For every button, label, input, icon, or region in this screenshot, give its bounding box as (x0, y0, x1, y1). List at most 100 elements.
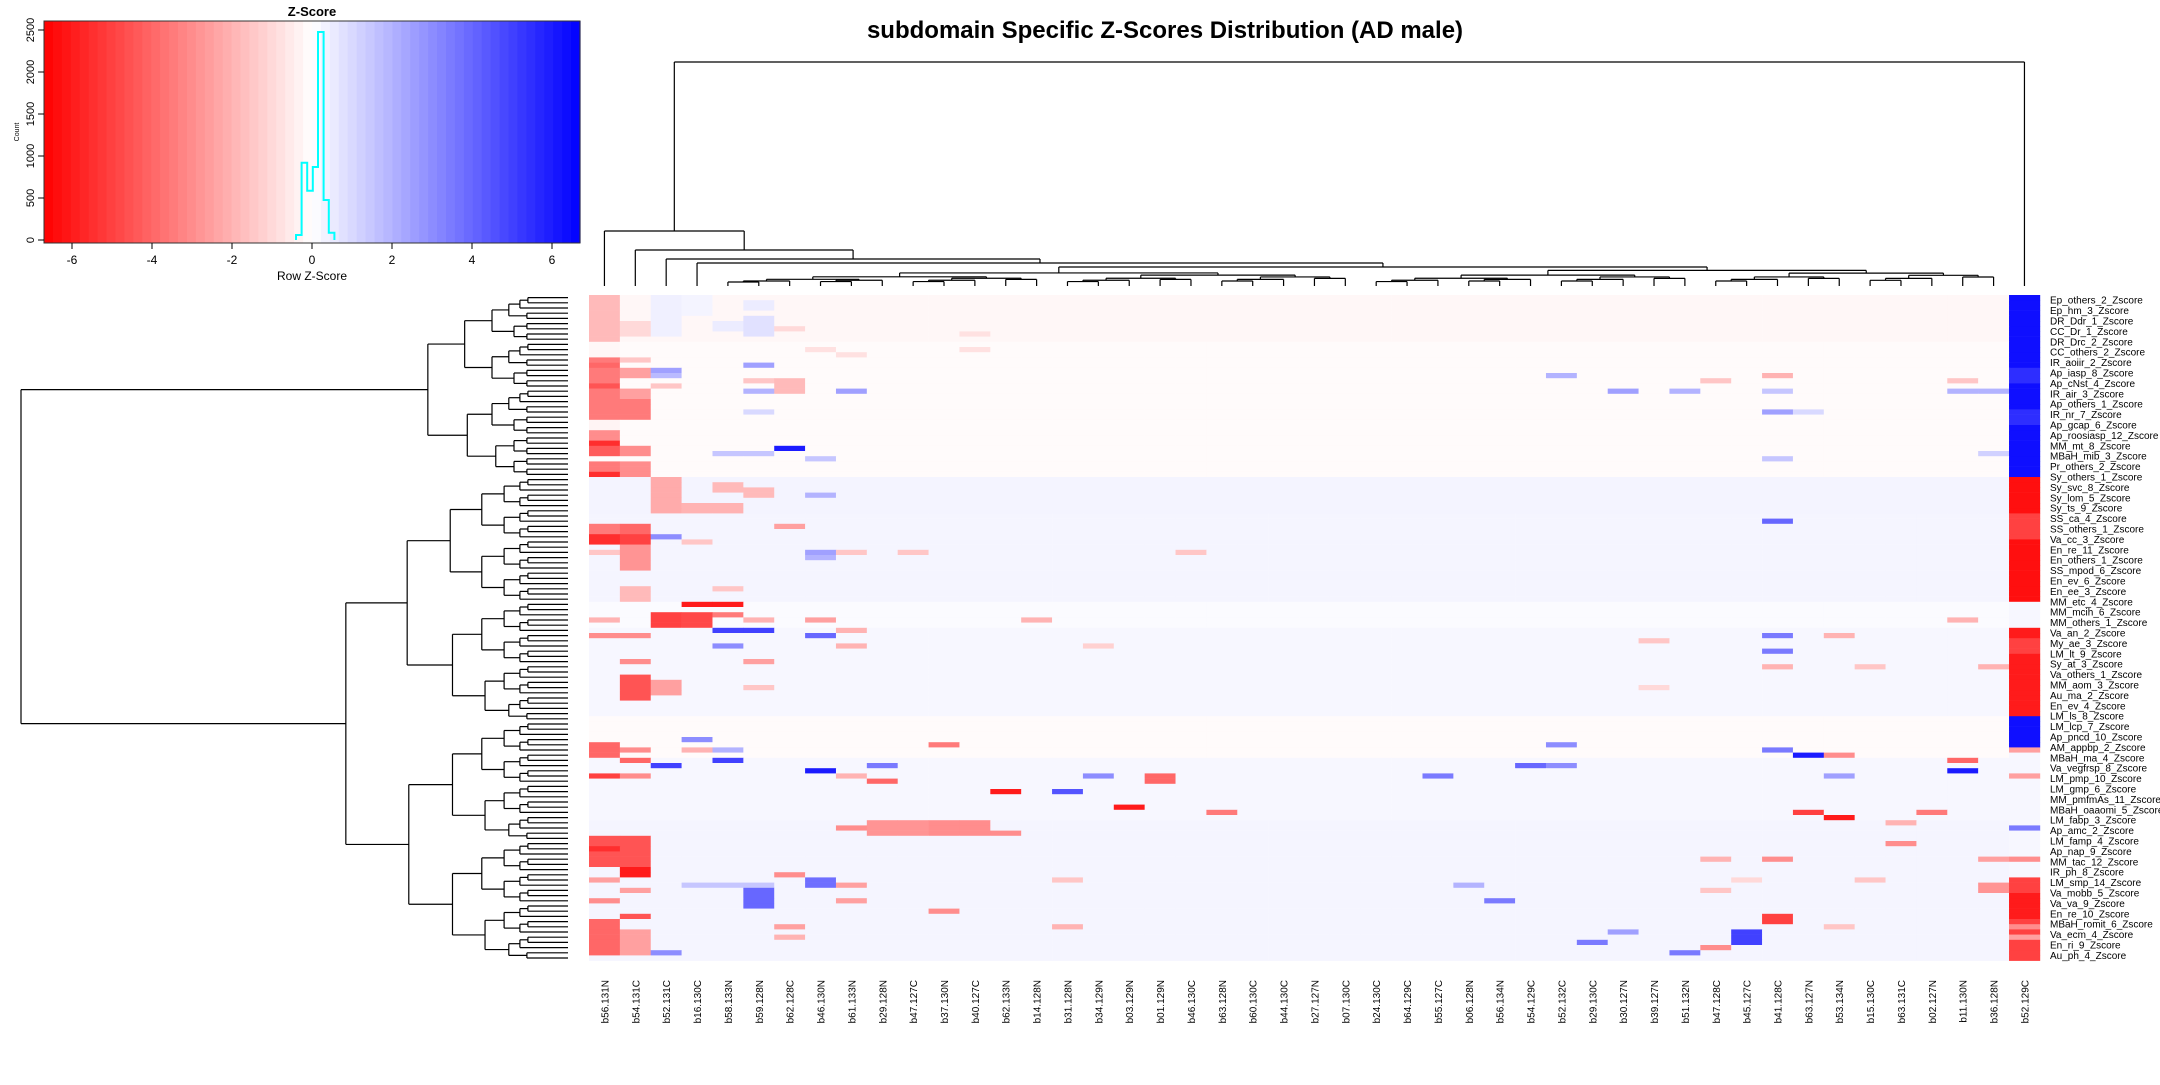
heatmap-cell (1299, 352, 1330, 358)
heatmap-cell (1515, 560, 1546, 566)
heatmap-cell (1824, 311, 1855, 317)
heatmap-cell (867, 711, 898, 717)
heatmap-cell (1577, 331, 1608, 337)
heatmap-cell (1237, 300, 1268, 306)
heatmap-cell (1762, 467, 1793, 473)
heatmap-cell (1237, 680, 1268, 686)
heatmap-cell (1361, 690, 1392, 696)
heatmap-cell (1206, 711, 1237, 717)
heatmap-cell (1947, 560, 1978, 566)
heatmap-cell (1176, 669, 1207, 675)
heatmap-cell (2009, 378, 2040, 384)
heatmap-cell (1484, 716, 1515, 722)
heatmap-cell (1608, 352, 1639, 358)
heatmap-cell (774, 753, 805, 759)
heatmap-cell (836, 363, 867, 369)
heatmap-cell (1392, 415, 1423, 421)
heatmap-cell (1824, 482, 1855, 488)
heatmap-cell (620, 300, 651, 306)
heatmap-cell (1608, 305, 1639, 311)
heatmap-cell (1484, 425, 1515, 431)
heatmap-cell (1330, 545, 1361, 551)
heatmap-cell (1114, 326, 1145, 332)
heatmap-cell (1731, 716, 1762, 722)
heatmap-cell (1021, 742, 1052, 748)
color-key-swatch (142, 21, 152, 243)
heatmap-cell (1608, 586, 1639, 592)
heatmap-cell (1422, 519, 1453, 525)
heatmap-cell (2009, 716, 2040, 722)
heatmap-cell (1916, 446, 1947, 452)
heatmap-cell (1206, 498, 1237, 504)
heatmap-cell (1206, 467, 1237, 473)
heatmap-cell (1083, 430, 1114, 436)
heatmap-cell (1392, 550, 1423, 556)
heatmap-cell (1855, 664, 1886, 670)
heatmap-cell (1268, 425, 1299, 431)
heatmap-cell (1206, 508, 1237, 514)
heatmap-cell (1361, 420, 1392, 426)
heatmap-cell (1546, 701, 1577, 707)
heatmap-cell (774, 508, 805, 514)
heatmap-cell (1392, 768, 1423, 774)
heatmap-cell (1577, 389, 1608, 395)
heatmap-cell (867, 394, 898, 400)
heatmap-cell (1515, 565, 1546, 571)
heatmap-cell (1608, 513, 1639, 519)
heatmap-cell (867, 399, 898, 405)
heatmap-cell (959, 545, 990, 551)
heatmap-cell (1886, 623, 1917, 629)
heatmap-cell (990, 571, 1021, 577)
heatmap-cell (1886, 716, 1917, 722)
heatmap-cell (1824, 664, 1855, 670)
heatmap-cell (1114, 342, 1145, 348)
heatmap-cell (589, 326, 620, 332)
heatmap-cell (1515, 612, 1546, 618)
heatmap-cell (1176, 758, 1207, 764)
heatmap-cell (1731, 685, 1762, 691)
heatmap-cell (2009, 394, 2040, 400)
heatmap-cell (1453, 326, 1484, 332)
heatmap-cell (712, 331, 743, 337)
heatmap-cell (1855, 451, 1886, 457)
heatmap-cell (1546, 706, 1577, 712)
heatmap-cell (1546, 513, 1577, 519)
heatmap-cell (1361, 732, 1392, 738)
heatmap-cell (1639, 363, 1670, 369)
heatmap-cell (1268, 753, 1299, 759)
heatmap-cell (712, 477, 743, 483)
heatmap-cell (1083, 295, 1114, 301)
heatmap-cell (1484, 669, 1515, 675)
heatmap-cell (1176, 560, 1207, 566)
heatmap-cell (1700, 435, 1731, 441)
heatmap-cell (1824, 576, 1855, 582)
heatmap-cell (1916, 602, 1947, 608)
heatmap-cell (1361, 300, 1392, 306)
heatmap-cell (1361, 768, 1392, 774)
heatmap-cell (929, 456, 960, 462)
heatmap-cell (1608, 753, 1639, 759)
heatmap-cell (1145, 493, 1176, 499)
heatmap-cell (836, 352, 867, 358)
heatmap-cell (1515, 654, 1546, 660)
heatmap-cell (743, 508, 774, 514)
heatmap-cell (1052, 701, 1083, 707)
heatmap-cell (1484, 461, 1515, 467)
heatmap-cell (651, 404, 682, 410)
heatmap-cell (1237, 586, 1268, 592)
heatmap-cell (867, 383, 898, 389)
heatmap-cell (929, 295, 960, 301)
heatmap-cell (990, 675, 1021, 681)
heatmap-cell (898, 337, 929, 343)
heatmap-cell (1886, 695, 1917, 701)
heatmap-cell (651, 420, 682, 426)
heatmap-cell (651, 633, 682, 639)
heatmap-cell (959, 701, 990, 707)
heatmap-cell (1793, 586, 1824, 592)
heatmap-cell (1361, 456, 1392, 462)
heatmap-cell (1145, 316, 1176, 322)
heatmap-cell (1608, 524, 1639, 530)
heatmap-cell (1052, 716, 1083, 722)
heatmap-cell (1145, 326, 1176, 332)
heatmap-cell (1299, 347, 1330, 353)
